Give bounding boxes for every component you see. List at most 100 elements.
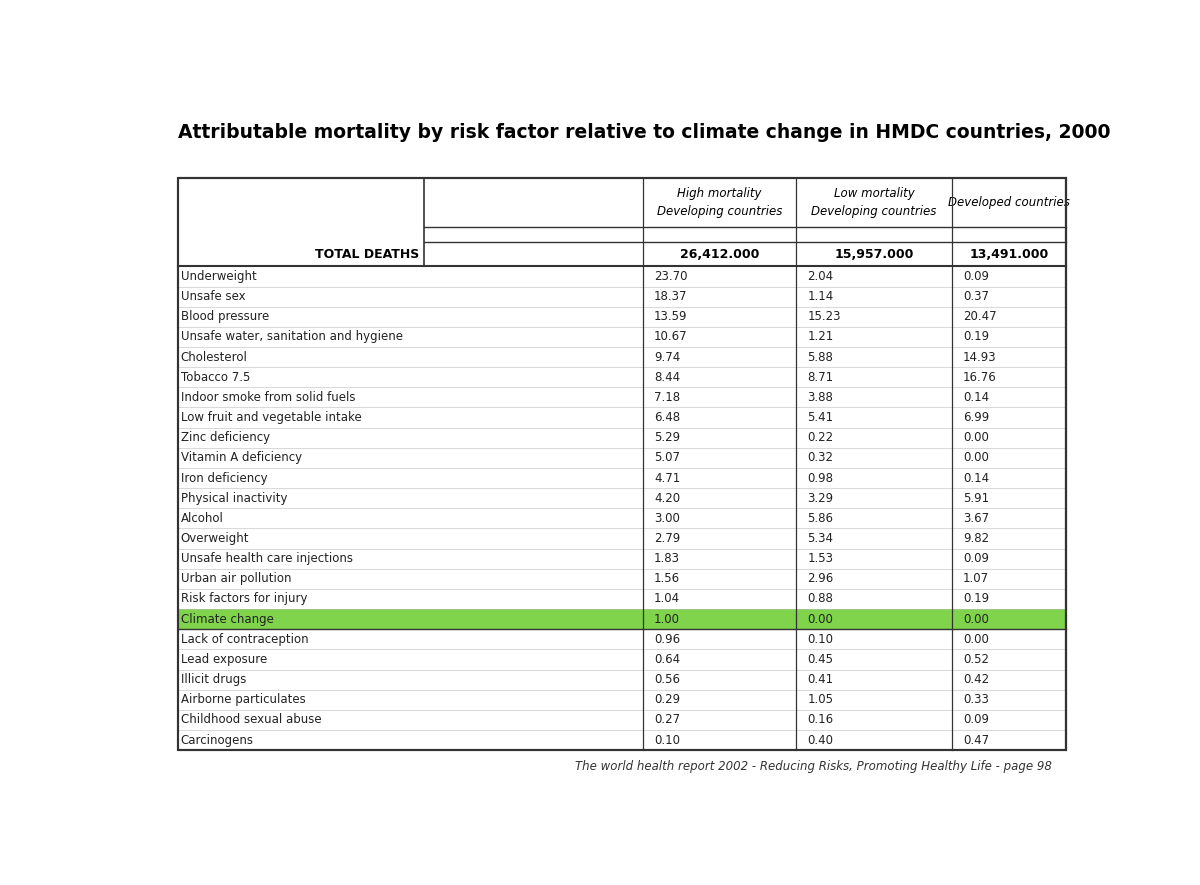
Text: 9.82: 9.82 <box>962 532 989 545</box>
Text: High mortality: High mortality <box>677 187 762 200</box>
Text: 0.41: 0.41 <box>808 673 834 686</box>
Text: 16.76: 16.76 <box>962 371 996 384</box>
Text: 0.27: 0.27 <box>654 713 680 727</box>
Text: 0.40: 0.40 <box>808 734 834 747</box>
Text: 1.04: 1.04 <box>654 592 680 605</box>
Text: 15.23: 15.23 <box>808 311 841 323</box>
Text: 5.86: 5.86 <box>808 512 834 525</box>
Text: 0.88: 0.88 <box>808 592 833 605</box>
Text: 1.56: 1.56 <box>654 573 680 585</box>
Text: 0.00: 0.00 <box>962 451 989 465</box>
Text: 3.29: 3.29 <box>808 492 834 504</box>
Text: Urban air pollution: Urban air pollution <box>181 573 292 585</box>
Text: 8.71: 8.71 <box>808 371 834 384</box>
Text: 5.91: 5.91 <box>962 492 989 504</box>
Text: 0.19: 0.19 <box>962 330 989 343</box>
Text: 0.14: 0.14 <box>962 472 989 484</box>
Text: Childhood sexual abuse: Childhood sexual abuse <box>181 713 322 727</box>
Text: Cholesterol: Cholesterol <box>181 350 247 364</box>
Text: 1.00: 1.00 <box>654 612 680 626</box>
Text: 3.00: 3.00 <box>654 512 680 525</box>
Text: 0.96: 0.96 <box>654 633 680 646</box>
Text: 0.19: 0.19 <box>962 592 989 605</box>
Text: TOTAL DEATHS: TOTAL DEATHS <box>314 248 419 260</box>
Text: Developing countries: Developing countries <box>811 204 937 218</box>
Text: 1.07: 1.07 <box>962 573 989 585</box>
Text: 0.42: 0.42 <box>962 673 989 686</box>
Text: 1.21: 1.21 <box>808 330 834 343</box>
Text: 0.10: 0.10 <box>654 734 680 747</box>
Text: 1.53: 1.53 <box>808 552 834 566</box>
Text: 18.37: 18.37 <box>654 290 688 303</box>
Text: 0.09: 0.09 <box>962 552 989 566</box>
Text: Developed countries: Developed countries <box>948 196 1069 209</box>
Bar <box>178 609 1066 629</box>
Text: 0.09: 0.09 <box>962 270 989 283</box>
Text: 1.14: 1.14 <box>808 290 834 303</box>
Text: 6.48: 6.48 <box>654 411 680 424</box>
Text: 9.74: 9.74 <box>654 350 680 364</box>
Text: Low fruit and vegetable intake: Low fruit and vegetable intake <box>181 411 361 424</box>
Text: 0.64: 0.64 <box>654 653 680 666</box>
Text: The world health report 2002 - Reducing Risks, Promoting Healthy Life - page 98: The world health report 2002 - Reducing … <box>575 759 1052 773</box>
Text: 0.37: 0.37 <box>962 290 989 303</box>
Text: 1.05: 1.05 <box>808 693 834 706</box>
Text: 5.07: 5.07 <box>654 451 680 465</box>
Text: 8.44: 8.44 <box>654 371 680 384</box>
Text: Airborne particulates: Airborne particulates <box>181 693 306 706</box>
Text: Unsafe sex: Unsafe sex <box>181 290 245 303</box>
Text: Overweight: Overweight <box>181 532 250 545</box>
Text: Developing countries: Developing countries <box>656 204 782 218</box>
Text: 6.99: 6.99 <box>962 411 989 424</box>
Text: 2.96: 2.96 <box>808 573 834 585</box>
Text: Alcohol: Alcohol <box>181 512 223 525</box>
Text: 5.88: 5.88 <box>808 350 833 364</box>
Text: Lead exposure: Lead exposure <box>181 653 266 666</box>
Text: 0.00: 0.00 <box>962 633 989 646</box>
Text: Indoor smoke from solid fuels: Indoor smoke from solid fuels <box>181 391 355 404</box>
Text: 0.47: 0.47 <box>962 734 989 747</box>
Text: 0.33: 0.33 <box>962 693 989 706</box>
Text: Blood pressure: Blood pressure <box>181 311 269 323</box>
Text: 13.59: 13.59 <box>654 311 688 323</box>
Text: Vitamin A deficiency: Vitamin A deficiency <box>181 451 302 465</box>
Text: Physical inactivity: Physical inactivity <box>181 492 287 504</box>
Text: Low mortality: Low mortality <box>834 187 914 200</box>
Text: 0.29: 0.29 <box>654 693 680 706</box>
Text: 20.47: 20.47 <box>962 311 996 323</box>
Text: 0.22: 0.22 <box>808 431 834 444</box>
Text: 5.34: 5.34 <box>808 532 834 545</box>
Text: Attributable mortality by risk factor relative to climate change in HMDC countri: Attributable mortality by risk factor re… <box>178 123 1110 142</box>
Text: Unsafe health care injections: Unsafe health care injections <box>181 552 353 566</box>
Text: 0.45: 0.45 <box>808 653 834 666</box>
Text: Zinc deficiency: Zinc deficiency <box>181 431 270 444</box>
Text: 0.32: 0.32 <box>808 451 834 465</box>
Text: 26,412.000: 26,412.000 <box>680 248 760 260</box>
Text: 15,957.000: 15,957.000 <box>834 248 913 260</box>
Text: Unsafe water, sanitation and hygiene: Unsafe water, sanitation and hygiene <box>181 330 403 343</box>
Text: Climate change: Climate change <box>181 612 274 626</box>
Text: 0.10: 0.10 <box>808 633 834 646</box>
Text: 0.16: 0.16 <box>808 713 834 727</box>
Text: 13,491.000: 13,491.000 <box>970 248 1049 260</box>
Text: Lack of contraception: Lack of contraception <box>181 633 308 646</box>
Text: 23.70: 23.70 <box>654 270 688 283</box>
Text: Underweight: Underweight <box>181 270 257 283</box>
Text: 0.00: 0.00 <box>808 612 833 626</box>
Text: Iron deficiency: Iron deficiency <box>181 472 268 484</box>
Text: 7.18: 7.18 <box>654 391 680 404</box>
Text: 2.79: 2.79 <box>654 532 680 545</box>
Text: 3.67: 3.67 <box>962 512 989 525</box>
Text: 0.14: 0.14 <box>962 391 989 404</box>
Text: 1.83: 1.83 <box>654 552 680 566</box>
Text: 4.71: 4.71 <box>654 472 680 484</box>
Text: 5.41: 5.41 <box>808 411 834 424</box>
Text: 0.56: 0.56 <box>654 673 680 686</box>
Text: 0.00: 0.00 <box>962 431 989 444</box>
Text: 4.20: 4.20 <box>654 492 680 504</box>
Text: 0.00: 0.00 <box>962 612 989 626</box>
Text: 14.93: 14.93 <box>962 350 996 364</box>
Text: Tobacco 7.5: Tobacco 7.5 <box>181 371 250 384</box>
Text: Risk factors for injury: Risk factors for injury <box>181 592 307 605</box>
Text: 3.88: 3.88 <box>808 391 833 404</box>
